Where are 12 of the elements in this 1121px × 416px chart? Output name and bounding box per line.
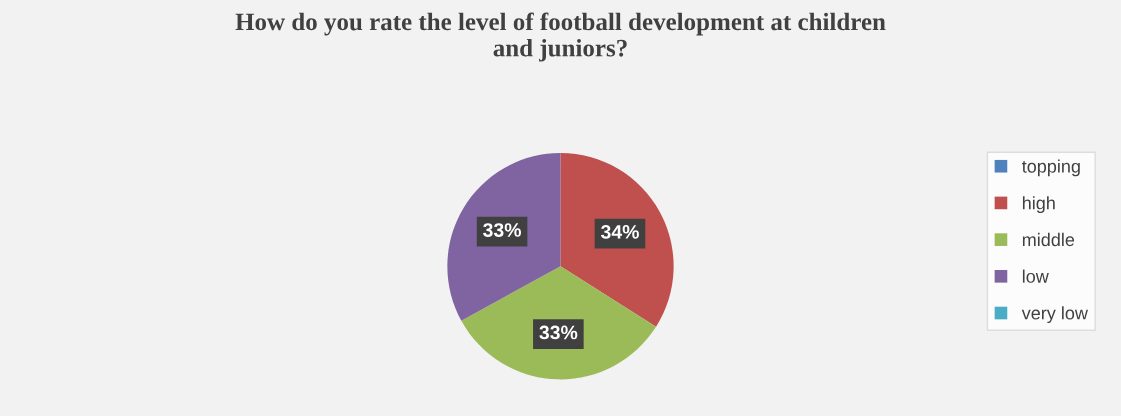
legend-label: high xyxy=(1022,196,1055,213)
legend-label: middle xyxy=(1022,232,1075,247)
legend-label: very low xyxy=(1021,306,1088,324)
legend-label: topping xyxy=(1021,159,1080,177)
data-label: 33% xyxy=(483,223,522,237)
data-label: 34% xyxy=(600,224,639,239)
data-label: 33% xyxy=(539,325,578,340)
pie-slice xyxy=(560,153,674,327)
pie-slice xyxy=(461,266,657,380)
chart-title: How do you rate the level of football development at children and juniors? xyxy=(235,12,886,62)
pie-slice xyxy=(447,153,561,321)
legend-label: low xyxy=(1022,269,1049,283)
